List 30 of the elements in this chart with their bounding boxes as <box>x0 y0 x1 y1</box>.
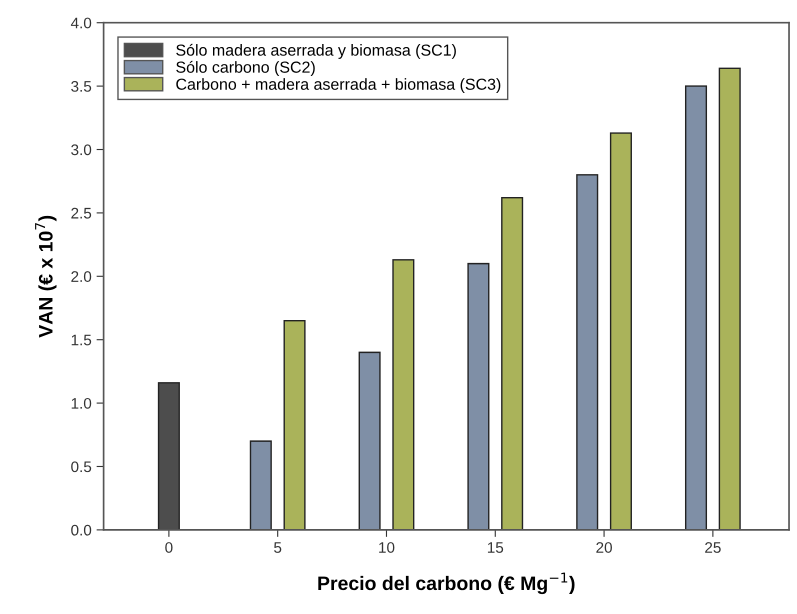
bar <box>501 196 524 530</box>
bar <box>467 262 490 530</box>
legend-label: Sólo madera aserrada y biomasa (SC1) <box>176 44 456 59</box>
bar <box>284 320 306 530</box>
bar <box>358 352 381 530</box>
legend-label: Carbono + madera aserrada + biomasa (SC3) <box>176 78 500 94</box>
y-tick-label: 3.0 <box>71 144 92 156</box>
bar <box>610 132 632 530</box>
bar <box>250 440 272 530</box>
legend-label: Sólo carbono (SC2) <box>176 60 315 76</box>
bar <box>684 85 708 530</box>
x-tick-label: 20 <box>596 542 612 553</box>
y-tick-label: 2.0 <box>71 271 92 282</box>
x-tick-label: 15 <box>488 542 504 553</box>
y-tick-label: 0.5 <box>71 461 92 472</box>
x-tick-label: 0 <box>165 542 173 553</box>
y-tick-label: 4.0 <box>70 18 92 28</box>
bar <box>718 68 741 530</box>
bar <box>576 174 598 530</box>
y-tick-label: 3.5 <box>71 80 92 92</box>
y-axis-title: VAN (€ x 10$^{7}$) <box>35 216 56 338</box>
y-tick-label: 0.0 <box>71 524 92 536</box>
bar <box>392 259 414 530</box>
y-tick-label: 1.0 <box>72 398 92 409</box>
x-axis-title: Precio del carbono (€ Mg$^{−1}$) <box>318 572 575 594</box>
x-tick-label: 5 <box>274 542 282 553</box>
y-tick-label: 2.5 <box>71 208 92 219</box>
x-tick-label: 25 <box>705 542 721 553</box>
x-tick-label: 10 <box>379 542 394 553</box>
y-tick-label: 1.5 <box>72 334 92 346</box>
